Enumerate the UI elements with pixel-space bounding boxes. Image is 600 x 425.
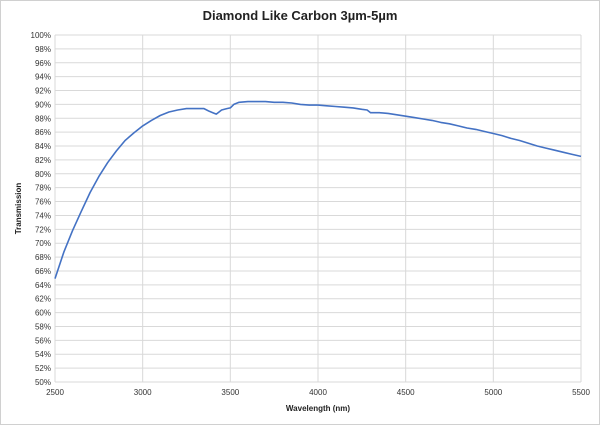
y-tick-label: 64%	[35, 281, 51, 290]
x-tick-label: 3000	[134, 388, 152, 397]
x-tick-label: 4000	[309, 388, 327, 397]
y-tick-label: 52%	[35, 364, 51, 373]
y-tick-label: 62%	[35, 295, 51, 304]
x-tick-label: 4500	[397, 388, 415, 397]
series-line	[54, 100, 582, 279]
x-tick-label: 5500	[572, 388, 590, 397]
grid-layer	[54, 34, 582, 383]
y-tick-label: 50%	[35, 378, 51, 387]
x-axis-label: Wavelength (nm)	[286, 404, 350, 413]
chart-title: Diamond Like Carbon 3µm-5µm	[202, 8, 398, 23]
y-tick-label: 92%	[35, 87, 51, 96]
y-tick-label: 86%	[35, 128, 51, 137]
y-tick-label: 56%	[35, 336, 51, 345]
y-tick-label: 60%	[35, 309, 51, 318]
y-tick-label: 78%	[35, 184, 51, 193]
y-tick-label: 54%	[35, 350, 51, 359]
series-layer	[54, 100, 582, 279]
x-tick-label: 3500	[221, 388, 239, 397]
y-axis-label: Transmission	[14, 183, 23, 235]
x-tick-label: 2500	[46, 388, 64, 397]
y-tick-label: 80%	[35, 170, 51, 179]
x-tick-label: 5000	[484, 388, 502, 397]
y-tick-label: 94%	[35, 73, 51, 82]
y-tick-label: 72%	[35, 225, 51, 234]
y-tick-label: 98%	[35, 45, 51, 54]
y-tick-label: 96%	[35, 59, 51, 68]
y-tick-label: 100%	[31, 31, 51, 40]
y-tick-label: 88%	[35, 114, 51, 123]
x-tick-labels: 2500 3000 3500 4000 4500 5000 5500	[46, 388, 590, 397]
y-tick-label: 66%	[35, 267, 51, 276]
y-tick-label: 76%	[35, 198, 51, 207]
y-tick-label: 90%	[35, 100, 51, 109]
y-tick-label: 84%	[35, 142, 51, 151]
y-tick-label: 82%	[35, 156, 51, 165]
y-tick-labels: 50% 52% 54% 56% 58% 60% 62% 64% 66% 68% 70% 72% 74% 7…	[31, 31, 51, 387]
y-tick-label: 70%	[35, 239, 51, 248]
y-tick-label: 58%	[35, 322, 51, 331]
y-tick-label: 74%	[35, 211, 51, 220]
y-tick-label: 68%	[35, 253, 51, 262]
